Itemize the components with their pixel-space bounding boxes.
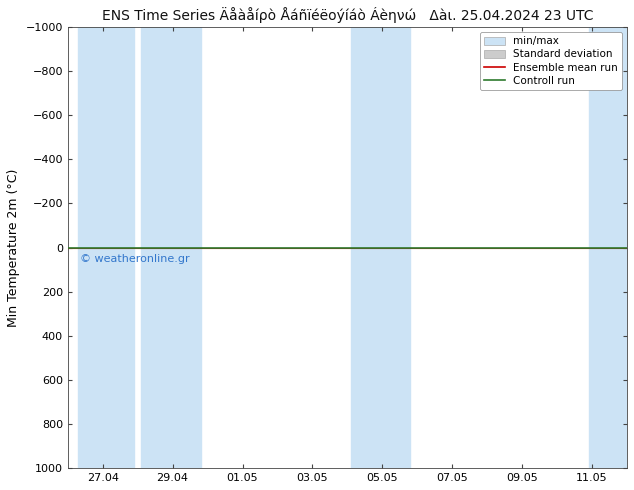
Legend: min/max, Standard deviation, Ensemble mean run, Controll run: min/max, Standard deviation, Ensemble me… [479,32,622,90]
Bar [141,27,200,468]
Y-axis label: Min Temperature 2m (°C): Min Temperature 2m (°C) [7,169,20,327]
Bar [78,27,134,468]
Bar [351,27,410,468]
Bar [588,27,627,468]
Title: ENS Time Series Äåàåíρò Åáñïéëοýíáò Áèηνώ   Δàι. 25.04.2024 23 UTC: ENS Time Series Äåàåíρò Åáñïéëοýíáò Áèην… [101,7,593,23]
Text: © weatheronline.gr: © weatheronline.gr [80,254,190,264]
